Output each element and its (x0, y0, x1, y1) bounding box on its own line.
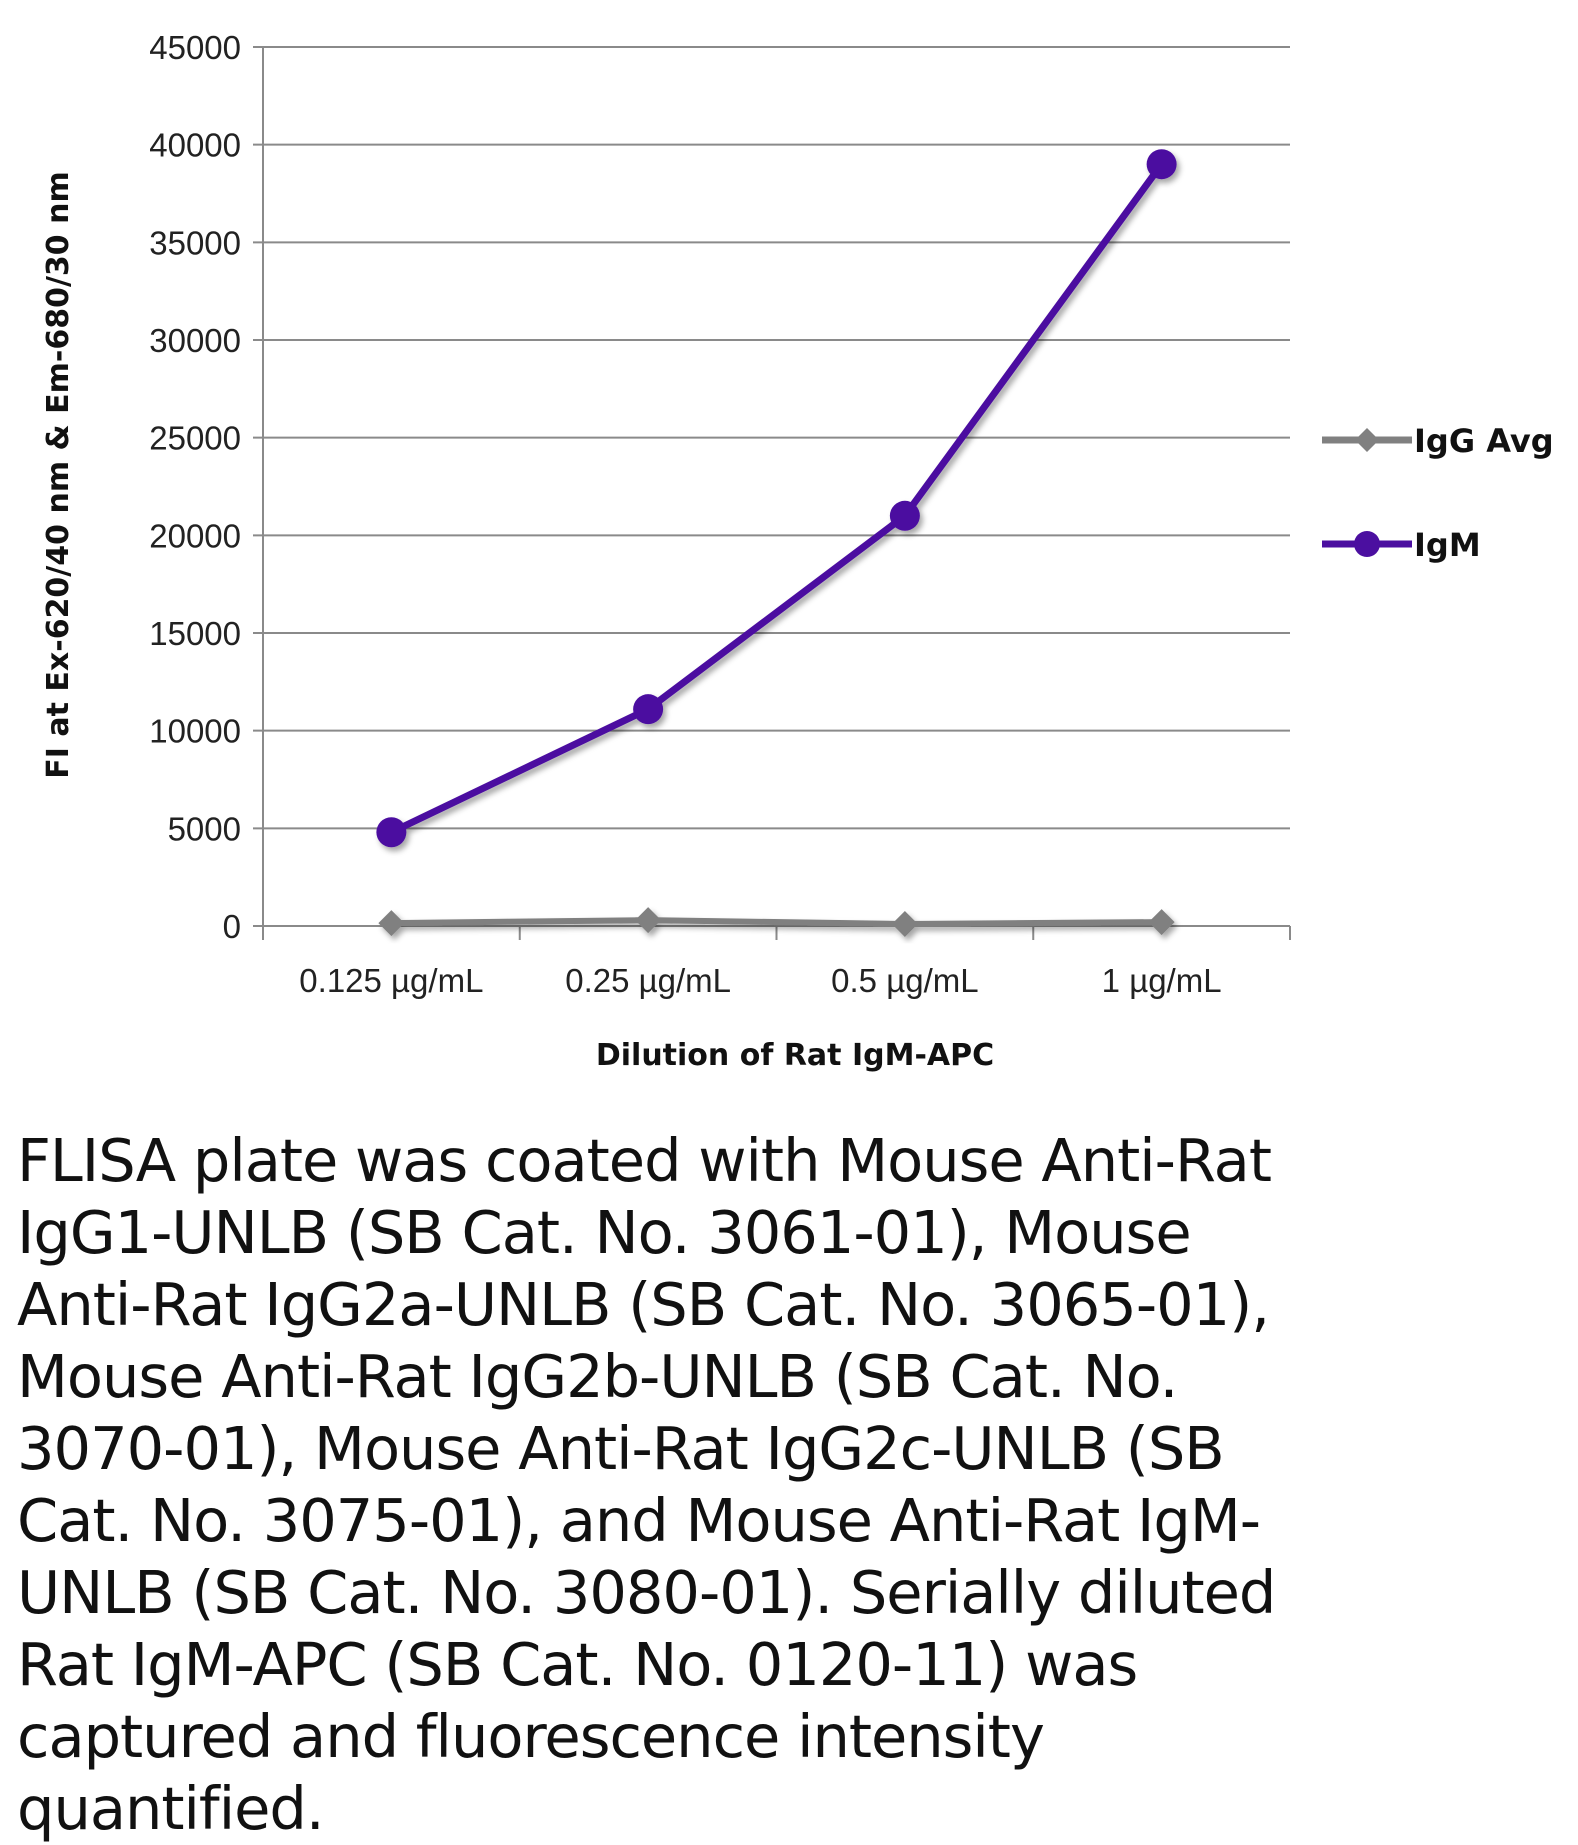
y-tick-label: 30000 (149, 322, 241, 359)
data-point-igg-avg (891, 911, 918, 938)
series-igm (376, 149, 1177, 848)
x-tick-label: 0.125 µg/mL (299, 962, 483, 999)
legend-label: IgM (1414, 526, 1481, 564)
series-igg-avg (378, 907, 1175, 938)
y-tick-label: 25000 (149, 420, 241, 457)
y-tick-label: 5000 (168, 810, 241, 847)
series-line (389, 162, 1165, 836)
y-tick-label: 35000 (149, 224, 241, 261)
y-tick-label: 10000 (149, 713, 241, 750)
x-tick-label: 1 µg/mL (1102, 962, 1222, 999)
data-point-igm (633, 694, 664, 725)
y-tick-label: 40000 (149, 127, 241, 164)
data-point-igm (1146, 149, 1177, 180)
data-point-igm (889, 500, 920, 531)
x-tick-label: 0.25 µg/mL (565, 962, 731, 999)
data-point-igg-avg (635, 907, 662, 934)
data-point-igg-avg (1355, 428, 1379, 452)
data-point-igg-avg (378, 910, 405, 937)
x-tick-label: 0.5 µg/mL (831, 962, 978, 999)
y-tick-label: 45000 (149, 29, 241, 66)
y-tick-label: 0 (223, 908, 241, 945)
data-point-igg-avg (1148, 909, 1175, 936)
y-axis-title: FI at Ex-620/40 nm & Em-680/30 nm (41, 171, 76, 778)
x-axis-title: Dilution of Rat IgM-APC (596, 1038, 994, 1073)
legend-label: IgG Avg (1414, 422, 1554, 460)
data-point-igm (376, 817, 407, 848)
series-line (391, 917, 1162, 928)
line-chart: 0 5000 10000 15000 20000 25000 30000 35000 40000… (41, 29, 1554, 1073)
y-tick-label: 15000 (149, 615, 241, 652)
figure-caption: FLISA plate was coated with Mouse Anti-R… (17, 1126, 1276, 1843)
y-tick-label: 20000 (149, 517, 241, 554)
data-point-igm (1354, 531, 1380, 557)
